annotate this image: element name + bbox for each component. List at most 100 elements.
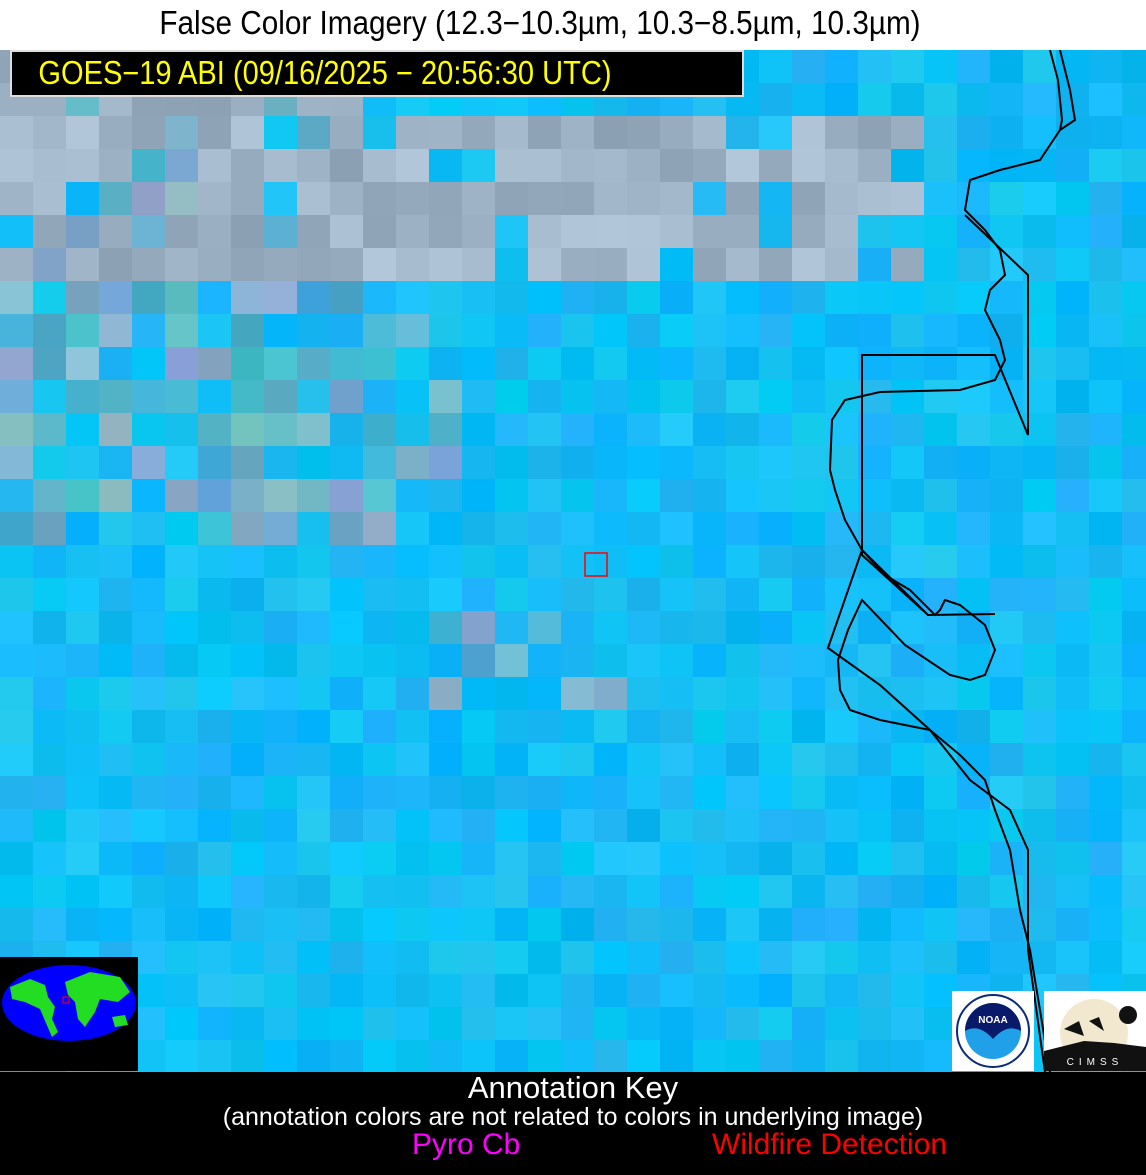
image-pixel-block — [396, 446, 429, 479]
image-pixel-block — [396, 116, 429, 149]
image-pixel-block — [462, 611, 495, 644]
image-pixel-block — [561, 545, 594, 578]
image-pixel-block — [1089, 248, 1122, 281]
image-pixel-block — [1122, 347, 1146, 380]
image-pixel-block — [396, 1007, 429, 1040]
image-pixel-block — [99, 875, 132, 908]
image-pixel-block — [858, 116, 891, 149]
image-pixel-block — [297, 380, 330, 413]
image-pixel-block — [495, 347, 528, 380]
image-pixel-block — [759, 1007, 792, 1040]
image-pixel-block — [594, 281, 627, 314]
image-pixel-block — [627, 512, 660, 545]
image-pixel-block — [792, 116, 825, 149]
image-pixel-block — [561, 1040, 594, 1072]
image-pixel-block — [33, 182, 66, 215]
image-pixel-block — [429, 809, 462, 842]
image-pixel-block — [0, 149, 33, 182]
image-pixel-block — [924, 1007, 957, 1040]
image-pixel-block — [165, 314, 198, 347]
image-pixel-block — [1089, 611, 1122, 644]
image-pixel-block — [396, 974, 429, 1007]
image-pixel-block — [297, 1007, 330, 1040]
image-pixel-block — [1122, 545, 1146, 578]
image-pixel-block — [561, 347, 594, 380]
image-pixel-block — [1122, 710, 1146, 743]
image-pixel-block — [198, 314, 231, 347]
image-pixel-block — [594, 1007, 627, 1040]
image-pixel-block — [1056, 908, 1089, 941]
image-pixel-block — [594, 974, 627, 1007]
image-pixel-block — [594, 380, 627, 413]
image-pixel-block — [957, 413, 990, 446]
image-pixel-block — [1122, 50, 1146, 83]
image-pixel-block — [627, 545, 660, 578]
image-pixel-block — [33, 644, 66, 677]
image-pixel-block — [1023, 545, 1056, 578]
image-pixel-block — [726, 677, 759, 710]
image-pixel-block — [693, 974, 726, 1007]
image-pixel-block — [792, 149, 825, 182]
image-pixel-block — [231, 842, 264, 875]
image-pixel-block — [726, 347, 759, 380]
image-pixel-block — [264, 941, 297, 974]
image-pixel-block — [0, 776, 33, 809]
image-pixel-block — [462, 347, 495, 380]
image-pixel-block — [231, 941, 264, 974]
image-pixel-block — [198, 1007, 231, 1040]
image-pixel-block — [924, 677, 957, 710]
image-pixel-block — [99, 413, 132, 446]
image-pixel-block — [198, 215, 231, 248]
image-pixel-block — [1122, 941, 1146, 974]
image-pixel-block — [495, 314, 528, 347]
image-pixel-block — [231, 743, 264, 776]
image-pixel-block — [957, 479, 990, 512]
image-pixel-block — [594, 578, 627, 611]
image-pixel-block — [1089, 50, 1122, 83]
image-pixel-block — [231, 512, 264, 545]
image-pixel-block — [297, 578, 330, 611]
image-pixel-block — [297, 413, 330, 446]
image-pixel-block — [759, 248, 792, 281]
image-pixel-block — [429, 182, 462, 215]
image-pixel-block — [165, 413, 198, 446]
image-pixel-block — [594, 776, 627, 809]
image-pixel-block — [0, 578, 33, 611]
image-pixel-block — [231, 215, 264, 248]
image-pixel-block — [528, 677, 561, 710]
image-pixel-block — [825, 710, 858, 743]
image-pixel-block — [429, 941, 462, 974]
image-pixel-block — [462, 413, 495, 446]
image-pixel-block — [1089, 182, 1122, 215]
image-pixel-block — [891, 116, 924, 149]
image-pixel-block — [396, 512, 429, 545]
image-pixel-block — [198, 743, 231, 776]
image-pixel-block — [429, 116, 462, 149]
image-pixel-block — [726, 182, 759, 215]
image-pixel-block — [528, 743, 561, 776]
image-pixel-block — [132, 281, 165, 314]
image-pixel-block — [792, 908, 825, 941]
image-pixel-block — [495, 743, 528, 776]
image-pixel-block — [429, 644, 462, 677]
image-pixel-block — [429, 380, 462, 413]
image-pixel-block — [429, 1007, 462, 1040]
image-pixel-block — [429, 479, 462, 512]
image-pixel-block — [1023, 710, 1056, 743]
image-pixel-block — [726, 875, 759, 908]
image-pixel-block — [660, 182, 693, 215]
image-pixel-block — [726, 644, 759, 677]
image-pixel-block — [495, 611, 528, 644]
image-pixel-block — [693, 545, 726, 578]
image-pixel-block — [792, 941, 825, 974]
image-pixel-block — [759, 578, 792, 611]
image-pixel-block — [561, 710, 594, 743]
image-pixel-block — [198, 1040, 231, 1072]
image-pixel-block — [759, 842, 792, 875]
image-pixel-block — [132, 479, 165, 512]
image-pixel-block — [1122, 644, 1146, 677]
image-pixel-block — [858, 677, 891, 710]
image-pixel-block — [693, 875, 726, 908]
image-pixel-block — [726, 908, 759, 941]
image-pixel-block — [693, 644, 726, 677]
